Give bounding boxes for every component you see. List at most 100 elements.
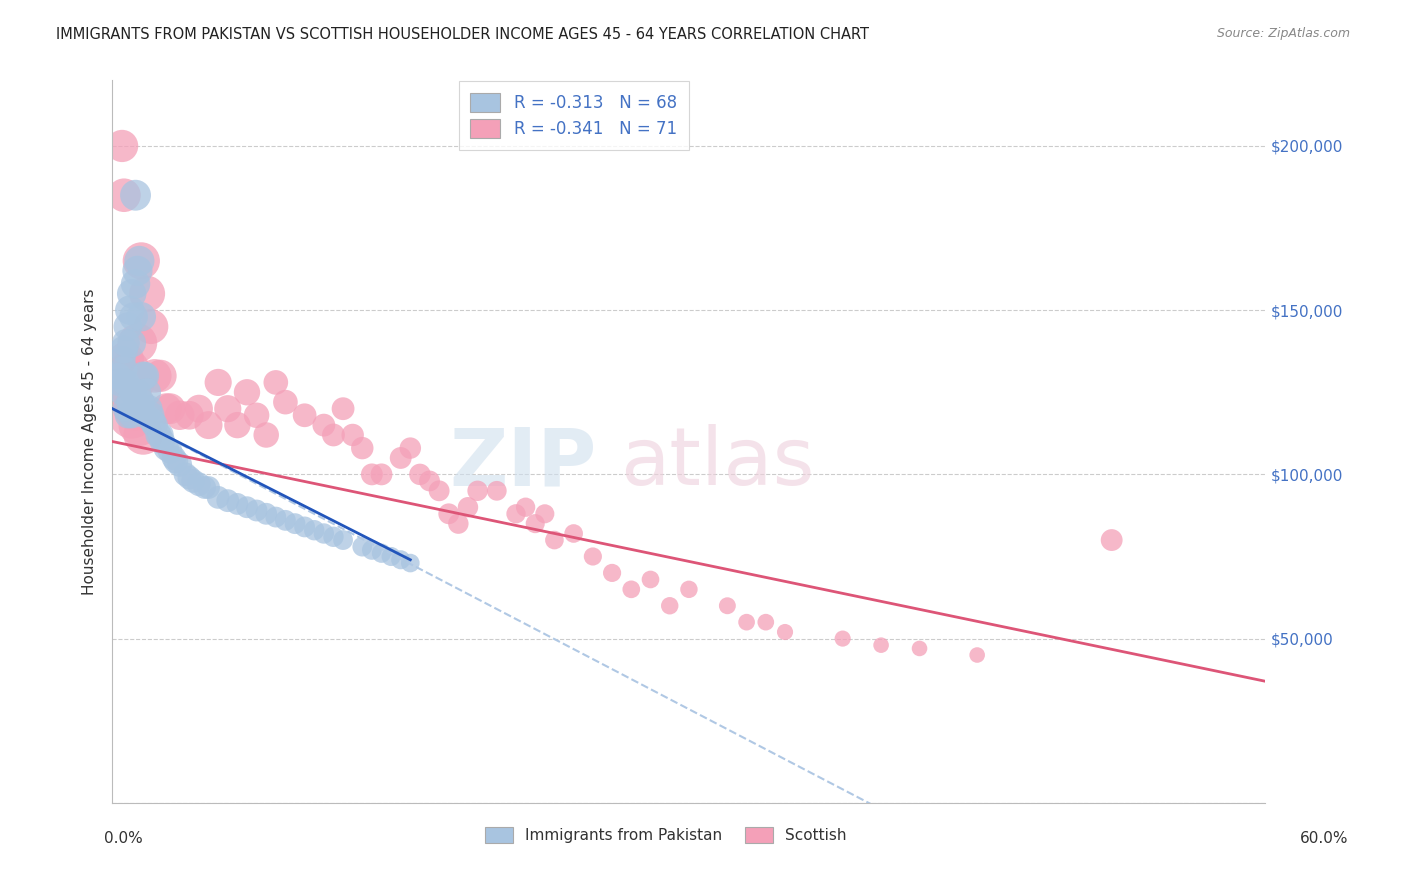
Point	[124, 188, 146, 202]
Point	[117, 409, 139, 423]
Point	[197, 418, 219, 433]
Point	[361, 467, 384, 482]
Text: IMMIGRANTS FROM PAKISTAN VS SCOTTISH HOUSEHOLDER INCOME AGES 45 - 64 YEARS CORRE: IMMIGRANTS FROM PAKISTAN VS SCOTTISH HOU…	[56, 27, 869, 42]
Point	[264, 376, 287, 390]
Point	[169, 409, 191, 423]
Point	[389, 450, 412, 465]
Point	[457, 500, 479, 515]
Point	[332, 533, 354, 547]
Point	[179, 471, 201, 485]
Point	[908, 641, 931, 656]
Point	[165, 454, 187, 468]
Point	[111, 385, 134, 400]
Point	[149, 368, 172, 383]
Point	[107, 368, 129, 383]
Text: 0.0%: 0.0%	[104, 831, 143, 846]
Point	[773, 625, 796, 640]
Point	[427, 483, 450, 498]
Point	[524, 516, 547, 531]
Text: ZIP: ZIP	[450, 425, 596, 502]
Point	[159, 444, 181, 458]
Point	[505, 507, 527, 521]
Point	[399, 556, 422, 570]
Point	[124, 277, 146, 291]
Point	[127, 336, 149, 351]
Point	[207, 376, 229, 390]
Point	[111, 139, 134, 153]
Point	[831, 632, 853, 646]
Point	[620, 582, 643, 597]
Point	[142, 415, 165, 429]
Point	[148, 428, 170, 442]
Point	[274, 513, 297, 527]
Point	[380, 549, 402, 564]
Point	[188, 401, 211, 416]
Point	[115, 376, 138, 390]
Point	[128, 401, 150, 416]
Point	[294, 520, 316, 534]
Point	[134, 368, 156, 383]
Text: atlas: atlas	[620, 425, 814, 502]
Point	[409, 467, 432, 482]
Point	[582, 549, 605, 564]
Point	[217, 493, 239, 508]
Point	[352, 540, 374, 554]
Point	[118, 362, 141, 376]
Text: 60.0%: 60.0%	[1301, 831, 1348, 846]
Point	[117, 385, 139, 400]
Point	[322, 428, 344, 442]
Point	[274, 395, 297, 409]
Point	[149, 428, 172, 442]
Point	[127, 385, 149, 400]
Point	[152, 434, 174, 449]
Point	[112, 362, 135, 376]
Point	[246, 503, 269, 517]
Point	[163, 450, 186, 465]
Point	[124, 401, 146, 416]
Point	[174, 467, 197, 482]
Point	[108, 376, 131, 390]
Point	[139, 319, 162, 334]
Point	[678, 582, 700, 597]
Point	[226, 418, 249, 433]
Point	[294, 409, 316, 423]
Point	[254, 507, 277, 521]
Point	[342, 428, 364, 442]
Point	[111, 352, 134, 367]
Point	[304, 523, 326, 537]
Point	[115, 352, 138, 367]
Point	[143, 418, 166, 433]
Point	[254, 428, 277, 442]
Point	[115, 401, 138, 416]
Point	[562, 526, 585, 541]
Point	[197, 481, 219, 495]
Point	[181, 474, 204, 488]
Point	[122, 385, 145, 400]
Point	[467, 483, 489, 498]
Point	[284, 516, 307, 531]
Point	[128, 418, 150, 433]
Point	[122, 376, 145, 390]
Point	[121, 409, 143, 423]
Point	[138, 401, 160, 416]
Point	[132, 368, 155, 383]
Point	[127, 264, 149, 278]
Point	[194, 481, 217, 495]
Point	[226, 497, 249, 511]
Point	[217, 401, 239, 416]
Point	[543, 533, 565, 547]
Point	[132, 428, 155, 442]
Point	[370, 467, 392, 482]
Point	[179, 409, 201, 423]
Point	[129, 310, 153, 324]
Point	[121, 336, 143, 351]
Point	[136, 385, 159, 400]
Point	[236, 500, 259, 515]
Point	[600, 566, 623, 580]
Point	[207, 491, 229, 505]
Point	[117, 319, 139, 334]
Legend: Immigrants from Pakistan, Scottish: Immigrants from Pakistan, Scottish	[479, 822, 852, 849]
Y-axis label: Householder Income Ages 45 - 64 years: Householder Income Ages 45 - 64 years	[82, 288, 97, 595]
Point	[447, 516, 470, 531]
Point	[1101, 533, 1123, 547]
